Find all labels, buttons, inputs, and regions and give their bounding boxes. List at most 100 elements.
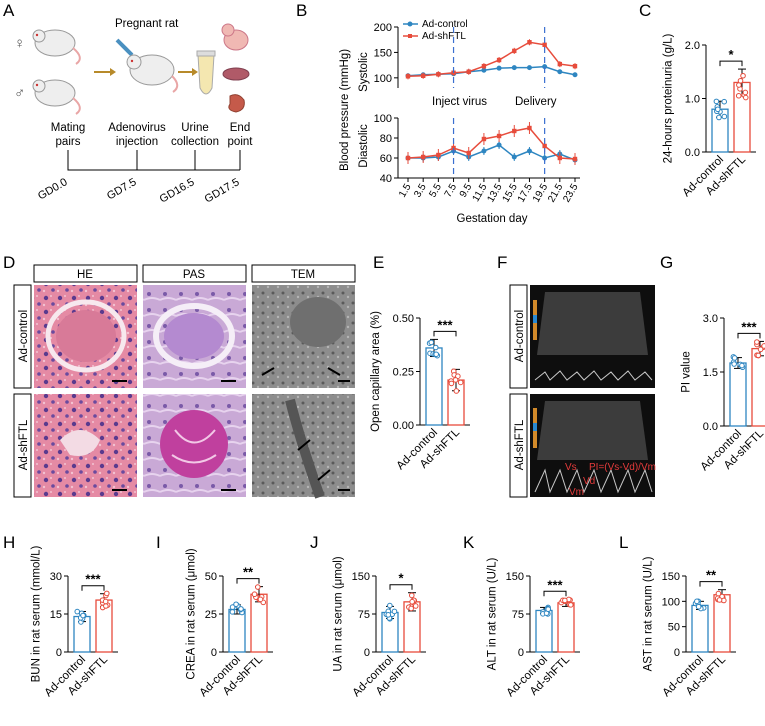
significance-label: *: [728, 47, 734, 62]
day-label: GD7.5: [105, 176, 139, 202]
significance-label: *: [398, 571, 404, 586]
significance-bracket: [719, 60, 743, 67]
label-vm: Vm: [569, 487, 584, 498]
legend-marker-control: [407, 21, 413, 27]
female-rat-icon: [32, 29, 81, 65]
panel-label-g: G: [660, 253, 673, 272]
data-point: [721, 98, 727, 105]
stage-label: Urine collection: [171, 122, 219, 148]
systolic-point-control: [481, 67, 487, 73]
panel-label-j: J: [310, 533, 319, 552]
ytick-label: 50: [668, 622, 680, 634]
data-point: [721, 113, 728, 120]
ultrasound-control-image: [530, 285, 655, 388]
annot-delivery: Delivery: [515, 96, 557, 108]
systolic-ytick-label: 150: [374, 47, 392, 59]
data-point: [74, 608, 81, 615]
diastolic-point-control: [481, 148, 487, 154]
ytick-label: 150: [352, 571, 370, 583]
stage-line: Urine: [181, 122, 208, 134]
ytick-label: 150: [662, 571, 680, 583]
data-point: [409, 598, 415, 605]
significance-label: **: [243, 565, 254, 580]
ylabel: CREA in rat serum (μmol): [186, 548, 198, 679]
stage-line: injection: [116, 136, 158, 148]
placenta-icon: [222, 67, 250, 81]
bar: [691, 604, 709, 653]
image-pas-control: [143, 285, 246, 388]
data-point: [757, 346, 764, 353]
data-point: [428, 339, 435, 346]
panel-d-histology: HE PAS TEM Ad-control Ad-shFTL: [13, 264, 356, 499]
systolic-point-shftl: [466, 69, 471, 74]
ylabel: 24-hours proteinuria (g/L): [662, 33, 674, 163]
diastolic-point-shftl: [481, 136, 487, 142]
panel-label-c: C: [639, 1, 651, 20]
data-point: [385, 612, 392, 618]
col-header-box: [33, 264, 138, 283]
significance-label: ***: [741, 319, 757, 334]
panel-label-e: E: [373, 253, 384, 272]
ylabel: UA in rat serum (μmol): [332, 556, 344, 671]
systolic-ytick-label: 100: [374, 73, 392, 85]
data-point: [742, 94, 749, 101]
systolic-point-shftl: [496, 57, 502, 63]
ytick-label: 0.0: [703, 421, 718, 433]
panel-f-ultrasound: Ad-control Ad-shFTL Vs Vd Vm PI=(Vs-Vd)/…: [509, 284, 656, 498]
stage-line: pairs: [56, 136, 81, 148]
data-point: [102, 598, 109, 605]
diastolic-point-control: [526, 148, 532, 154]
data-point: [694, 598, 700, 605]
ytick-label: 0: [674, 647, 680, 659]
ylabel: BUN in rat serum (mmol/L): [31, 545, 43, 682]
data-point: [716, 597, 723, 603]
significance-bracket: [543, 590, 567, 597]
label-vd: Vd: [583, 476, 595, 487]
panel-a-schematic: Pregnant rat ♀ ♂: [14, 18, 253, 206]
col-header-tem: TEM: [291, 269, 315, 281]
panel-a-title: Pregnant rat: [115, 18, 179, 30]
image-he-shftl: [34, 394, 137, 497]
systolic-line-shftl: [407, 41, 576, 78]
diastolic-ytick-label: 80: [380, 133, 392, 145]
data-point: [229, 609, 236, 615]
b-ylabel-bottom: Diastolic: [358, 124, 370, 168]
panel-b-line-chart: Blood pressure (mmHg) Systolic Diastolic…: [339, 19, 581, 225]
image-tem-control: [252, 285, 355, 388]
ytick-label: 0.50: [393, 313, 414, 325]
row-header-box: [509, 393, 528, 498]
systolic-point-shftl: [512, 48, 517, 54]
diastolic-point-control: [496, 142, 502, 148]
data-point: [755, 352, 762, 359]
male-rat-icon: [32, 79, 81, 115]
diastolic-point-shftl: [420, 154, 426, 160]
ytick-label: 1.0: [685, 94, 700, 106]
row-header-shftl: Ad-shFTL: [18, 419, 30, 470]
ytick-label: 50: [205, 571, 217, 583]
data-point: [251, 591, 258, 598]
systolic-point-shftl: [436, 72, 441, 77]
data-point: [103, 590, 110, 597]
bar: [751, 347, 765, 427]
ytick-label: 100: [662, 596, 680, 608]
data-point: [742, 89, 749, 96]
col-header-box: [142, 264, 247, 283]
panel-label-b: B: [296, 1, 307, 20]
ytick-label: 0: [56, 647, 62, 659]
data-point: [391, 608, 398, 615]
ytick-label: 3.0: [703, 313, 718, 325]
bar: [729, 362, 747, 427]
significance-label: ***: [547, 577, 563, 592]
ytick-label: 30: [50, 571, 62, 583]
stage-label: Adenovirus injection: [108, 122, 166, 148]
diastolic-ytick-label: 60: [380, 153, 392, 165]
ylabel: Open capillary area (%): [370, 311, 382, 432]
data-point: [545, 606, 552, 613]
arrow-icon: [178, 68, 198, 76]
data-point: [715, 590, 722, 597]
diastolic-point-shftl: [527, 125, 532, 131]
diastolic-ytick-label: 40: [380, 173, 392, 185]
